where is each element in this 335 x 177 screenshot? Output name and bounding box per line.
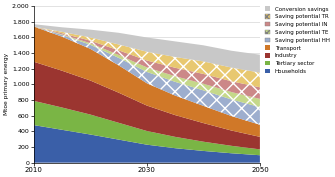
Y-axis label: Mtoe primary energy: Mtoe primary energy (4, 53, 9, 115)
Legend: Conversion savings, Saving potential TR, Saving potential IN, Saving potential T: Conversion savings, Saving potential TR,… (265, 6, 331, 75)
